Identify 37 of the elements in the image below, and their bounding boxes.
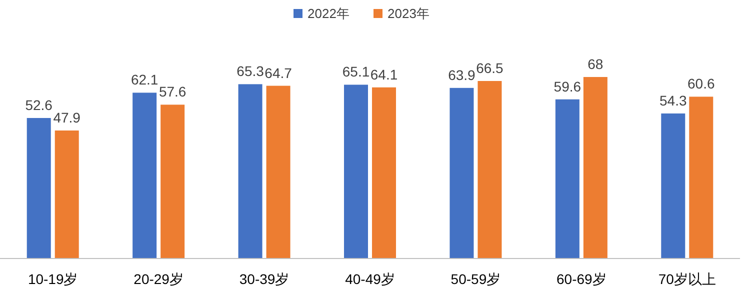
bar [478, 80, 502, 258]
data-label: 57.6 [158, 84, 186, 100]
legend-label: 2023年 [388, 6, 430, 21]
data-label: 54.3 [660, 92, 687, 108]
data-label: 52.6 [25, 96, 53, 113]
data-label: 47.9 [53, 110, 81, 126]
bar [238, 84, 262, 258]
data-label: 65.3 [236, 63, 264, 80]
data-label: 63.9 [448, 66, 476, 83]
x-tick-label: 50-59岁 [450, 271, 501, 287]
x-tick-label: 40-49岁 [345, 271, 395, 287]
data-label: 66.5 [476, 60, 504, 76]
x-tick-label: 70岁以上 [658, 271, 716, 287]
bar [266, 86, 290, 258]
x-tick-label: 10-19岁 [28, 271, 78, 287]
data-label: 62.1 [130, 72, 158, 88]
bar [54, 130, 79, 258]
data-label: 60.6 [688, 76, 715, 92]
data-label: 68 [588, 56, 604, 72]
bar [555, 99, 580, 258]
bar [450, 88, 474, 258]
x-tick-label: 60-69岁 [556, 271, 606, 287]
x-tick-label: 20-29岁 [134, 271, 184, 287]
data-label: 64.1 [370, 66, 398, 82]
bar [661, 113, 686, 258]
legend-label: 2022年 [308, 6, 350, 21]
x-tick-label: 30-39岁 [239, 271, 290, 287]
bar [689, 96, 714, 258]
bar [372, 87, 396, 258]
bar [583, 77, 608, 258]
bar [344, 84, 368, 258]
bar [26, 118, 51, 258]
bar [132, 92, 157, 258]
data-label: 65.1 [342, 64, 370, 80]
data-label: 64.7 [264, 64, 292, 81]
data-label: 59.6 [554, 78, 582, 94]
bar [160, 104, 185, 258]
